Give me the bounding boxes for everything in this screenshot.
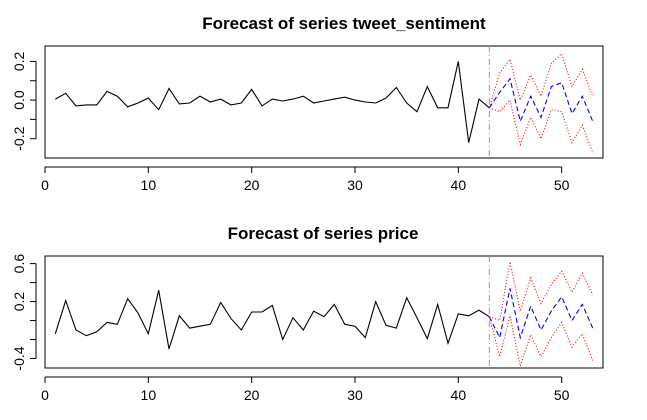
lower-interval-line (488, 315, 594, 369)
y-tick-label: -0.4 (11, 346, 27, 370)
y-tick-label: -0.2 (11, 126, 27, 150)
y-tick-label: 0.6 (11, 254, 27, 274)
upper-interval-line (488, 52, 594, 108)
x-tick-label: 50 (554, 177, 570, 193)
series-marks (55, 46, 594, 158)
y-tick-label: 0.0 (11, 90, 27, 110)
plot-box (44, 255, 604, 369)
chart-title: Forecast of series price (228, 224, 419, 243)
y-tick-label: 0.2 (11, 52, 27, 72)
x-tick-label: 30 (347, 177, 363, 193)
x-tick-label: 10 (141, 387, 157, 403)
x-tick-label: 20 (244, 387, 260, 403)
chart-title: Forecast of series tweet_sentiment (202, 14, 486, 33)
x-tick-label: 20 (244, 177, 260, 193)
observed-series-line (54, 290, 490, 350)
series-marks (54, 256, 594, 369)
lower-interval-line (489, 98, 594, 153)
x-tick-label: 50 (554, 387, 570, 403)
x-tick-label: 0 (41, 387, 49, 403)
x-tick-label: 30 (347, 387, 363, 403)
y-axis: -0.2 0.0 0.2 (11, 52, 37, 151)
upper-interval-line (489, 261, 594, 322)
forecast-series-line (488, 77, 594, 124)
y-axis: -0.4 0.2 0.6 (11, 254, 37, 371)
x-tick-label: 40 (451, 177, 467, 193)
panel-tweet-sentiment: Forecast of series tweet_sentiment 0 10 20… (11, 14, 604, 193)
x-axis: 0 10 20 30 40 50 (41, 376, 570, 403)
x-tick-label: 40 (451, 387, 467, 403)
x-tick-label: 10 (141, 177, 157, 193)
x-axis: 0 10 20 30 40 50 (41, 166, 570, 193)
plot-box (44, 45, 604, 159)
panel-price: Forecast of series price 0 10 20 30 40 50 -0.… (11, 224, 604, 403)
forecast-series-line (488, 288, 594, 340)
observed-series-line (55, 61, 490, 143)
y-tick-label: 0.2 (11, 292, 27, 312)
x-tick-label: 0 (41, 177, 49, 193)
